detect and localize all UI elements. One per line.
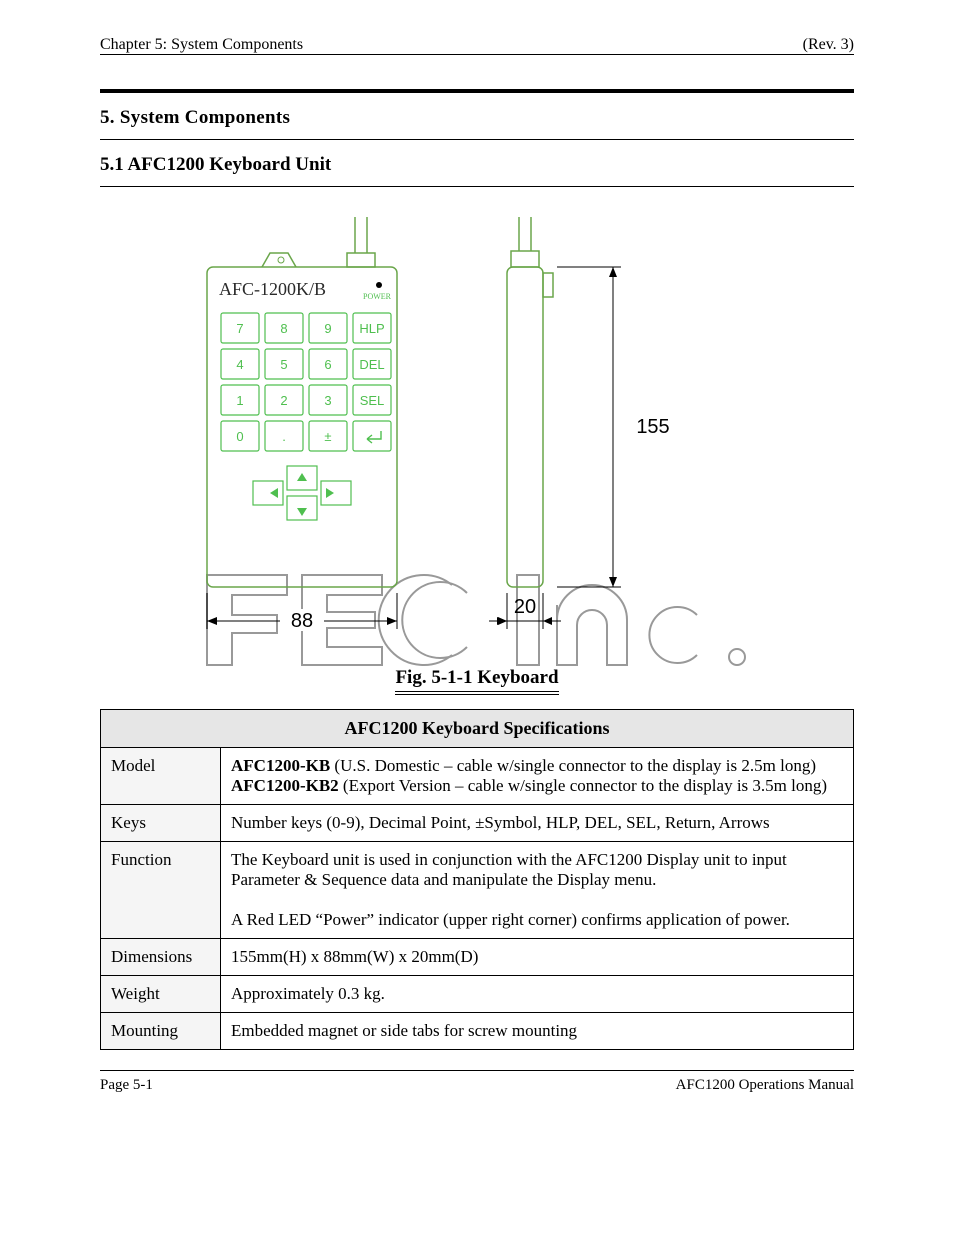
table-row: ModelAFC1200-KB (U.S. Domestic – cable w… bbox=[101, 748, 854, 805]
header-right: (Rev. 3) bbox=[803, 36, 854, 54]
svg-text:8: 8 bbox=[280, 321, 287, 336]
table-row: Dimensions155mm(H) x 88mm(W) x 20mm(D) bbox=[101, 939, 854, 976]
row-item: Weight bbox=[101, 976, 221, 1013]
row-desc: Approximately 0.3 kg. bbox=[221, 976, 854, 1013]
svg-text:AFC-1200K/B: AFC-1200K/B bbox=[219, 279, 326, 299]
sub-title: 5.1 AFC1200 Keyboard Unit bbox=[100, 140, 854, 187]
svg-text:POWER: POWER bbox=[363, 292, 392, 301]
row-item: Dimensions bbox=[101, 939, 221, 976]
svg-text:1: 1 bbox=[236, 393, 243, 408]
table-row: FunctionThe Keyboard unit is used in con… bbox=[101, 842, 854, 939]
row-desc: Number keys (0-9), Decimal Point, ±Symbo… bbox=[221, 805, 854, 842]
row-item: Keys bbox=[101, 805, 221, 842]
svg-text:7: 7 bbox=[236, 321, 243, 336]
figure-caption: Fig. 5-1-1 Keyboard bbox=[100, 665, 854, 695]
top-rule bbox=[100, 54, 854, 55]
svg-text:0: 0 bbox=[236, 429, 243, 444]
row-desc: The Keyboard unit is used in conjunction… bbox=[221, 842, 854, 939]
row-desc: AFC1200-KB (U.S. Domestic – cable w/sing… bbox=[221, 748, 854, 805]
footer-left: Page 5-1 bbox=[100, 1077, 153, 1094]
svg-text:5: 5 bbox=[280, 357, 287, 372]
row-item: Model bbox=[101, 748, 221, 805]
row-item: Mounting bbox=[101, 1013, 221, 1050]
diagram: AFC-1200K/B POWER 7 8 9 HLP 4 5 6 DEL 1 2 3 SEL 0. ±88 2… bbox=[100, 217, 854, 647]
table-row: MountingEmbedded magnet or side tabs for… bbox=[101, 1013, 854, 1050]
svg-text:HLP: HLP bbox=[359, 321, 384, 336]
table-row: KeysNumber keys (0-9), Decimal Point, ±S… bbox=[101, 805, 854, 842]
row-desc: 155mm(H) x 88mm(W) x 20mm(D) bbox=[221, 939, 854, 976]
section-title: 5. System Components bbox=[100, 107, 854, 129]
table-row: WeightApproximately 0.3 kg. bbox=[101, 976, 854, 1013]
row-desc: Embedded magnet or side tabs for screw m… bbox=[221, 1013, 854, 1050]
header-left: Chapter 5: System Components bbox=[100, 36, 303, 54]
svg-text:20: 20 bbox=[514, 596, 536, 618]
spec-table: AFC1200 Keyboard Specifications ModelAFC… bbox=[100, 709, 854, 1050]
svg-text:155: 155 bbox=[636, 416, 669, 438]
svg-text:6: 6 bbox=[324, 357, 331, 372]
footer: Page 5-1 AFC1200 Operations Manual bbox=[100, 1070, 854, 1094]
table-title: AFC1200 Keyboard Specifications bbox=[101, 710, 854, 748]
svg-text:2: 2 bbox=[280, 393, 287, 408]
svg-text:4: 4 bbox=[236, 357, 243, 372]
svg-text:88: 88 bbox=[291, 610, 313, 632]
svg-text:±: ± bbox=[324, 429, 331, 444]
svg-text:SEL: SEL bbox=[360, 393, 385, 408]
heavy-rule bbox=[100, 89, 854, 93]
svg-text:.: . bbox=[282, 429, 286, 444]
footer-right: AFC1200 Operations Manual bbox=[676, 1077, 854, 1094]
svg-text:9: 9 bbox=[324, 321, 331, 336]
row-item: Function bbox=[101, 842, 221, 939]
svg-text:DEL: DEL bbox=[359, 357, 384, 372]
svg-text:3: 3 bbox=[324, 393, 331, 408]
